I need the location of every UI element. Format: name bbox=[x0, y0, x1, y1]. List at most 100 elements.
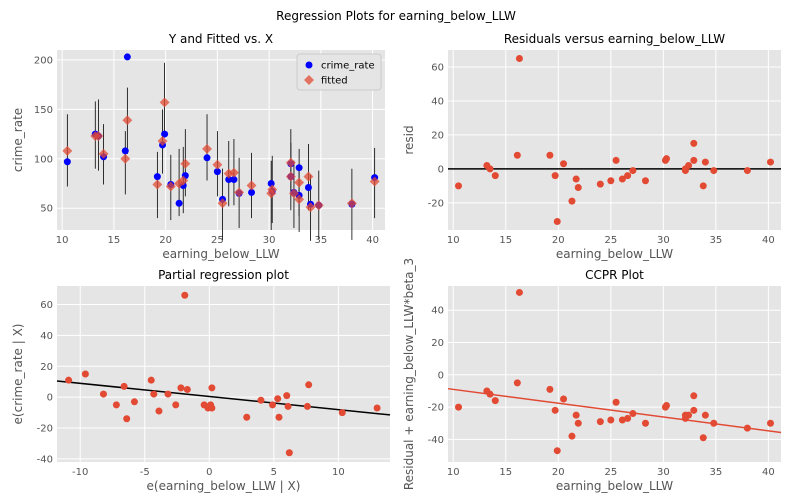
data-point bbox=[766, 158, 774, 166]
data-point bbox=[699, 434, 707, 442]
fitted-point bbox=[246, 180, 257, 191]
data-point bbox=[701, 158, 709, 166]
data-point bbox=[612, 398, 620, 406]
x-tick-label: 20 bbox=[552, 467, 565, 478]
fitted-point bbox=[294, 194, 305, 205]
y-tick-label: 60 bbox=[431, 62, 444, 73]
data-point bbox=[269, 401, 277, 409]
x-tick-label: 15 bbox=[108, 235, 121, 246]
fitted-point bbox=[217, 198, 228, 209]
regression-fit-line bbox=[447, 387, 782, 434]
x-tick-label: 0 bbox=[206, 467, 212, 478]
data-point bbox=[491, 172, 499, 180]
x-tick-label: 5 bbox=[271, 467, 277, 478]
data-point bbox=[513, 151, 521, 159]
x-tick-label: -5 bbox=[140, 467, 150, 478]
fitted-point bbox=[285, 157, 296, 168]
fitted-point bbox=[159, 97, 170, 108]
x-tick-label: 40 bbox=[762, 467, 775, 478]
fitted-point bbox=[294, 177, 305, 188]
data-point bbox=[641, 419, 649, 427]
fitted-point bbox=[165, 181, 176, 192]
crime-rate-point bbox=[161, 130, 169, 138]
panel-title: CCPR Plot bbox=[585, 268, 644, 282]
x-tick-label: 25 bbox=[604, 235, 617, 246]
crime-rate-point bbox=[63, 158, 71, 166]
chart-panel-3: -10 -5 0 5 10 -40 -20 0 20 40 60 Partial regression… bbox=[11, 268, 391, 493]
x-tick-label: 10 bbox=[447, 235, 460, 246]
fitted-point bbox=[122, 115, 133, 126]
x-axis-label: earning_below_LLW bbox=[556, 247, 673, 261]
data-point bbox=[491, 397, 499, 405]
data-point bbox=[123, 415, 131, 423]
y-tick-label: -40 bbox=[37, 454, 53, 465]
data-point bbox=[112, 401, 120, 409]
fitted-point bbox=[93, 131, 104, 141]
data-point bbox=[120, 382, 128, 390]
y-tick-label: 40 bbox=[40, 331, 53, 342]
data-point bbox=[596, 180, 604, 188]
plot-area bbox=[448, 286, 781, 462]
data-point bbox=[699, 182, 707, 190]
x-tick-label: 30 bbox=[657, 467, 670, 478]
legend-marker-crime-rate bbox=[305, 61, 313, 69]
y-tick-label: -20 bbox=[428, 198, 444, 209]
x-tick-label: 40 bbox=[366, 235, 379, 246]
chart-panel-4: 10 15 20 25 30 35 40 -40 -20 0 20 40 CCPR Plot earnin… bbox=[402, 258, 782, 493]
crime-rate-point bbox=[230, 176, 238, 184]
crime-rate-point bbox=[295, 164, 303, 172]
y-axis-label: e(crime_rate | X) bbox=[11, 324, 25, 425]
data-point bbox=[612, 156, 620, 164]
x-tick-label: 15 bbox=[499, 467, 512, 478]
data-point bbox=[690, 392, 698, 400]
fitted-point bbox=[212, 159, 223, 170]
data-point bbox=[690, 156, 698, 164]
data-point bbox=[81, 370, 89, 378]
fitted-point bbox=[369, 176, 380, 187]
data-point bbox=[275, 413, 283, 421]
fitted-point bbox=[288, 188, 299, 199]
y-tick-label: 60 bbox=[40, 300, 53, 311]
data-point bbox=[486, 390, 494, 398]
data-point bbox=[338, 409, 346, 417]
data-point bbox=[208, 404, 216, 412]
x-axis-label: earning_below_LLW bbox=[162, 247, 279, 261]
y-tick-label: -20 bbox=[37, 424, 53, 435]
fitted-point bbox=[313, 200, 324, 211]
crime-rate-point bbox=[225, 176, 233, 184]
data-point bbox=[618, 416, 626, 424]
data-point bbox=[546, 385, 554, 393]
chart-panel-1: 10 15 20 25 30 35 40 50 100 150 200 Y and Fitted vs… bbox=[11, 32, 385, 261]
data-point bbox=[164, 390, 172, 398]
data-point bbox=[624, 172, 632, 180]
x-tick-label: 30 bbox=[657, 235, 670, 246]
data-point bbox=[515, 288, 523, 296]
fitted-point bbox=[180, 158, 191, 169]
data-point bbox=[274, 395, 282, 403]
y-tick-label: 0 bbox=[438, 370, 444, 381]
data-point bbox=[305, 381, 313, 389]
data-point bbox=[486, 165, 494, 173]
x-tick-label: 35 bbox=[710, 467, 723, 478]
fitted-point bbox=[346, 198, 357, 209]
data-point bbox=[551, 172, 559, 180]
panel-title: Residuals versus earning_below_LLW bbox=[504, 32, 725, 46]
x-axis-label: earning_below_LLW bbox=[556, 479, 673, 493]
figure-suptitle: Regression Plots for earning_below_LLW bbox=[276, 9, 516, 23]
data-point bbox=[513, 379, 521, 387]
y-tick-label: 0 bbox=[47, 393, 53, 404]
crime-rate-point bbox=[203, 154, 211, 162]
x-tick-label: -10 bbox=[72, 467, 88, 478]
data-point bbox=[181, 291, 189, 299]
y-tick-label: 20 bbox=[431, 338, 444, 349]
data-point bbox=[662, 401, 670, 409]
plot-area bbox=[448, 50, 781, 230]
fitted-point bbox=[178, 175, 189, 186]
panel-title: Y and Fitted vs. X bbox=[168, 32, 273, 46]
data-point bbox=[284, 402, 292, 410]
fitted-point bbox=[285, 171, 296, 182]
data-point bbox=[629, 410, 637, 418]
data-point bbox=[560, 160, 568, 168]
crime-rate-point bbox=[175, 199, 183, 207]
data-point bbox=[624, 414, 632, 422]
